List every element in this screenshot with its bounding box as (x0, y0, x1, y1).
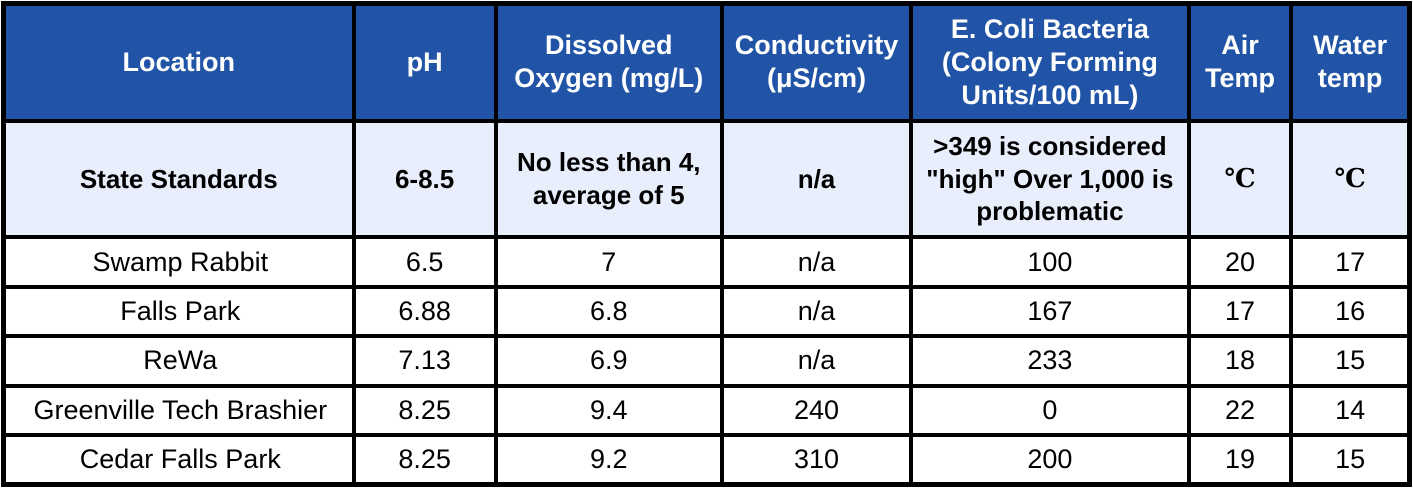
state-standards-row: State Standards 6-8.5 No less than 4, av… (1, 118, 1412, 240)
table-row-falls-park: Falls Park 6.88 6.8 n/a 167 17 16 (1, 284, 1412, 339)
cell-dissolved-oxygen: 6.9 (493, 334, 724, 388)
cell-conductivity: n/a (719, 284, 914, 339)
cell-water-temp: 17 (1289, 235, 1412, 289)
cell-location: Falls Park (1, 284, 356, 339)
cell-ecoli: 233 (909, 334, 1191, 388)
cell-ecoli: 167 (909, 284, 1191, 339)
standards-dissolved-oxygen: No less than 4, average of 5 (493, 118, 724, 240)
cell-water-temp: 16 (1289, 284, 1412, 339)
cell-location: ReWa (1, 334, 356, 388)
cell-ph: 8.25 (351, 383, 498, 438)
cell-ph: 8.25 (351, 433, 498, 487)
cell-dissolved-oxygen: 7 (493, 235, 724, 289)
standards-conductivity: n/a (719, 118, 914, 240)
header-cell-conductivity: Conductivity (μS/cm) (719, 1, 914, 123)
standards-water-temp-unit: ℃ (1289, 118, 1412, 240)
cell-air-temp: 22 (1186, 383, 1294, 438)
cell-location: Swamp Rabbit (1, 235, 356, 289)
cell-conductivity: n/a (719, 334, 914, 388)
table-row-rewa: ReWa 7.13 6.9 n/a 233 18 15 (1, 334, 1412, 388)
cell-air-temp: 20 (1186, 235, 1294, 289)
cell-conductivity: 240 (719, 383, 914, 438)
cell-air-temp: 17 (1186, 284, 1294, 339)
cell-air-temp: 18 (1186, 334, 1294, 388)
cell-dissolved-oxygen: 6.8 (493, 284, 724, 339)
standards-air-temp-unit: ℃ (1186, 118, 1294, 240)
header-cell-water-temp: Water temp (1289, 1, 1412, 123)
header-cell-air-temp: Air Temp (1186, 1, 1294, 123)
table-row-greenville-tech-brashier: Greenville Tech Brashier 8.25 9.4 240 0 … (1, 383, 1412, 438)
cell-ph: 6.88 (351, 284, 498, 339)
cell-water-temp: 15 (1289, 433, 1412, 487)
cell-conductivity: 310 (719, 433, 914, 487)
cell-air-temp: 19 (1186, 433, 1294, 487)
standards-label: State Standards (1, 118, 356, 240)
cell-ecoli: 200 (909, 433, 1191, 487)
cell-conductivity: n/a (719, 235, 914, 289)
header-cell-ecoli: E. Coli Bacteria (Colony Forming Units/1… (909, 1, 1191, 123)
cell-location: Greenville Tech Brashier (1, 383, 356, 438)
header-cell-ph: pH (351, 1, 498, 123)
cell-ph: 7.13 (351, 334, 498, 388)
cell-dissolved-oxygen: 9.4 (493, 383, 724, 438)
cell-location: Cedar Falls Park (1, 433, 356, 487)
header-cell-location: Location (1, 1, 356, 123)
table-row-swamp-rabbit: Swamp Rabbit 6.5 7 n/a 100 20 17 (1, 235, 1412, 289)
cell-ph: 6.5 (351, 235, 498, 289)
cell-ecoli: 0 (909, 383, 1191, 438)
cell-water-temp: 14 (1289, 383, 1412, 438)
table-row-cedar-falls-park: Cedar Falls Park 8.25 9.2 310 200 19 15 (1, 433, 1412, 487)
cell-dissolved-oxygen: 9.2 (493, 433, 724, 487)
cell-ecoli: 100 (909, 235, 1191, 289)
header-row: Location pH Dissolved Oxygen (mg/L) Cond… (1, 1, 1412, 123)
standards-ecoli: >349 is considered "high" Over 1,000 is … (909, 118, 1191, 240)
standards-ph: 6-8.5 (351, 118, 498, 240)
cell-water-temp: 15 (1289, 334, 1412, 388)
header-cell-dissolved-oxygen: Dissolved Oxygen (mg/L) (493, 1, 724, 123)
